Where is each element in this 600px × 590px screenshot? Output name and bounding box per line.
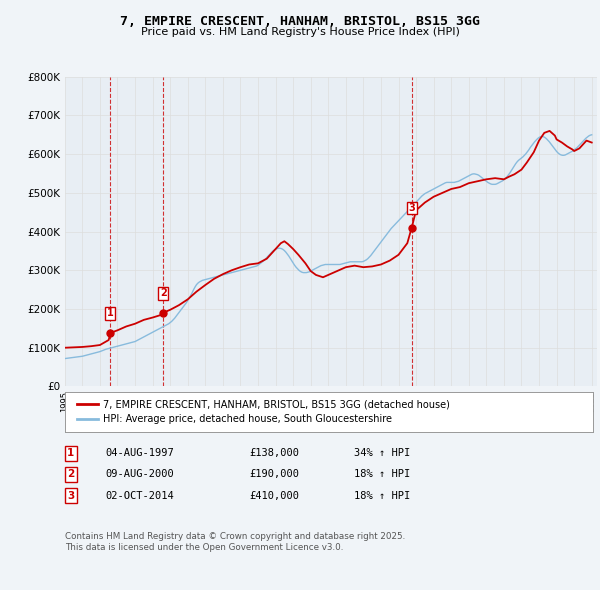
Text: 04-AUG-1997: 04-AUG-1997 [105, 448, 174, 458]
Text: 3: 3 [67, 491, 74, 500]
Text: £410,000: £410,000 [249, 491, 299, 500]
Text: Price paid vs. HM Land Registry's House Price Index (HPI): Price paid vs. HM Land Registry's House … [140, 27, 460, 37]
Legend: 7, EMPIRE CRESCENT, HANHAM, BRISTOL, BS15 3GG (detached house), HPI: Average pri: 7, EMPIRE CRESCENT, HANHAM, BRISTOL, BS1… [75, 398, 452, 426]
Text: 34% ↑ HPI: 34% ↑ HPI [354, 448, 410, 458]
Text: £190,000: £190,000 [249, 470, 299, 479]
Text: 2: 2 [160, 288, 167, 298]
Text: 7, EMPIRE CRESCENT, HANHAM, BRISTOL, BS15 3GG: 7, EMPIRE CRESCENT, HANHAM, BRISTOL, BS1… [120, 15, 480, 28]
Text: £138,000: £138,000 [249, 448, 299, 458]
Text: 3: 3 [409, 203, 415, 213]
Text: Contains HM Land Registry data © Crown copyright and database right 2025.
This d: Contains HM Land Registry data © Crown c… [65, 532, 405, 552]
Text: 09-AUG-2000: 09-AUG-2000 [105, 470, 174, 479]
Text: 02-OCT-2014: 02-OCT-2014 [105, 491, 174, 500]
Text: 18% ↑ HPI: 18% ↑ HPI [354, 491, 410, 500]
Text: 18% ↑ HPI: 18% ↑ HPI [354, 470, 410, 479]
Text: 2: 2 [67, 470, 74, 479]
Text: 1: 1 [67, 448, 74, 458]
Text: 1: 1 [107, 309, 113, 319]
